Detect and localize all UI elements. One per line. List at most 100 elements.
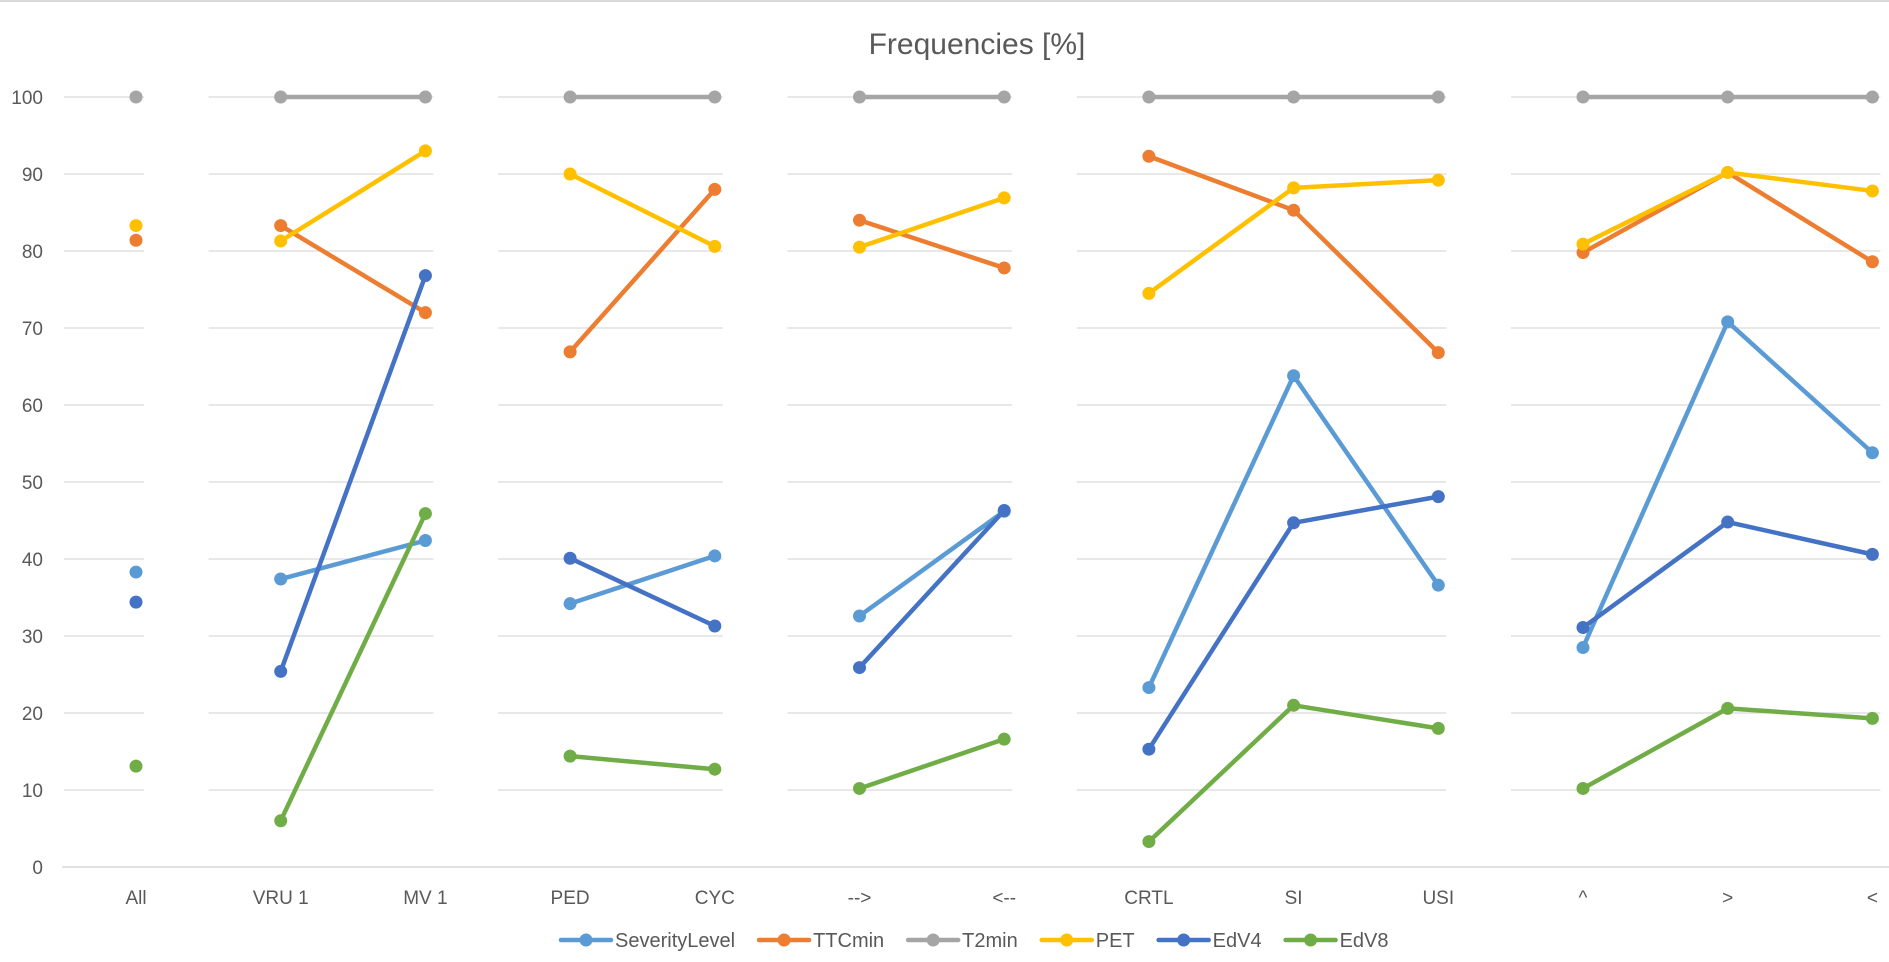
series-line-pet bbox=[1146, 177, 1441, 296]
series-line-severitylevel bbox=[857, 509, 1007, 619]
x-tick-label: SI bbox=[1285, 888, 1303, 909]
series-line-severitylevel bbox=[1580, 319, 1875, 650]
data-point-ttcmin bbox=[1865, 255, 1879, 269]
data-point-severitylevel bbox=[274, 572, 288, 586]
x-tick-label: USI bbox=[1422, 888, 1454, 909]
data-point-pet bbox=[708, 239, 722, 253]
data-point-t2min bbox=[1865, 90, 1879, 104]
series-pet bbox=[129, 144, 1879, 300]
data-point-pet bbox=[274, 234, 288, 248]
data-point-t2min bbox=[274, 90, 288, 104]
data-point-t2min bbox=[129, 90, 143, 104]
data-point-edv4 bbox=[1431, 490, 1445, 504]
data-point-severitylevel bbox=[418, 534, 432, 548]
axes: 0 10 20 30 40 50 60 70 80 90 100 All VRU 1 MV 1 PED CYC… bbox=[11, 88, 1889, 909]
data-point-ttcmin bbox=[274, 219, 288, 233]
y-tick-label: 30 bbox=[22, 627, 43, 648]
series-t2min bbox=[129, 90, 1879, 104]
data-point-edv8 bbox=[1287, 698, 1301, 712]
legend-label: EdV4 bbox=[1213, 930, 1262, 952]
series-line-edv8 bbox=[1146, 703, 1441, 844]
data-point-edv4 bbox=[853, 661, 866, 675]
legend-label: TTCmin bbox=[813, 930, 884, 952]
legend-label: EdV8 bbox=[1340, 930, 1389, 952]
data-point-severitylevel bbox=[1142, 681, 1156, 695]
series-line-edv8 bbox=[857, 736, 1007, 791]
data-point-severitylevel bbox=[1576, 641, 1590, 655]
legend-item-t2min: T2min bbox=[905, 930, 1018, 952]
chart-top-border bbox=[0, 0, 1889, 2]
legend-swatch-marker bbox=[1304, 933, 1318, 947]
series-edv4 bbox=[129, 269, 1879, 756]
series-line-pet bbox=[857, 195, 1007, 250]
legend-label: SeverityLevel bbox=[615, 930, 735, 952]
data-point-severitylevel bbox=[708, 549, 722, 563]
y-tick-label: 80 bbox=[22, 242, 43, 263]
data-point-ttcmin bbox=[1142, 149, 1156, 163]
data-point-pet bbox=[1865, 184, 1879, 198]
series-line-edv8 bbox=[567, 753, 718, 772]
y-tick-label: 90 bbox=[22, 165, 43, 186]
data-point-ttcmin bbox=[708, 182, 722, 196]
data-point-pet bbox=[563, 167, 577, 181]
data-point-pet bbox=[129, 219, 143, 233]
x-tick-label: < bbox=[1867, 888, 1878, 909]
y-tick-label: 50 bbox=[22, 473, 43, 494]
data-point-edv4 bbox=[418, 269, 432, 283]
data-point-pet bbox=[853, 240, 866, 254]
x-tick-label: > bbox=[1722, 888, 1733, 909]
data-point-t2min bbox=[708, 90, 722, 104]
data-point-ttcmin bbox=[997, 261, 1011, 275]
y-tick-label: 70 bbox=[22, 319, 43, 340]
y-tick-label: 40 bbox=[22, 550, 43, 571]
series-line-ttcmin bbox=[567, 187, 718, 355]
legend-swatch-marker bbox=[579, 933, 593, 947]
series-line-severitylevel bbox=[567, 553, 718, 606]
data-point-ttcmin bbox=[1287, 203, 1301, 217]
data-point-edv8 bbox=[129, 759, 143, 773]
y-tick-label: 60 bbox=[22, 396, 43, 417]
data-point-edv4 bbox=[997, 503, 1011, 517]
x-tick-label: ^ bbox=[1579, 888, 1588, 909]
legend-swatch-marker bbox=[777, 933, 791, 947]
legend-label: T2min bbox=[962, 930, 1018, 952]
legend-item-severitylevel: SeverityLevel bbox=[558, 930, 735, 952]
series-layer bbox=[129, 90, 1879, 849]
series-line-severitylevel bbox=[278, 538, 428, 582]
legend-label: PET bbox=[1096, 930, 1135, 952]
data-point-pet bbox=[1431, 173, 1445, 187]
gridlines bbox=[64, 96, 1881, 791]
data-point-pet bbox=[1721, 165, 1735, 179]
y-tick-label: 0 bbox=[32, 858, 43, 879]
series-ttcmin bbox=[129, 149, 1879, 360]
x-tick-label: CYC bbox=[695, 888, 735, 909]
data-point-severitylevel bbox=[1287, 369, 1301, 383]
x-tick-label: --> bbox=[848, 888, 872, 909]
data-point-edv8 bbox=[1431, 721, 1445, 735]
x-tick-label: VRU 1 bbox=[253, 888, 309, 909]
data-point-edv8 bbox=[418, 507, 432, 521]
legend-item-pet: PET bbox=[1039, 930, 1135, 952]
data-point-pet bbox=[1287, 181, 1301, 195]
data-point-t2min bbox=[563, 90, 577, 104]
data-point-severitylevel bbox=[1721, 315, 1735, 329]
data-point-severitylevel bbox=[129, 565, 143, 579]
data-point-pet bbox=[997, 191, 1011, 205]
series-line-edv8 bbox=[1580, 706, 1875, 791]
legend-swatch-marker bbox=[1177, 933, 1191, 947]
data-point-edv8 bbox=[853, 781, 866, 795]
data-point-edv4 bbox=[1865, 547, 1879, 561]
legend-item-edv8: EdV8 bbox=[1283, 930, 1389, 952]
chart-title: Frequencies [%] bbox=[869, 28, 1086, 61]
data-point-severitylevel bbox=[1431, 578, 1445, 592]
data-point-edv4 bbox=[563, 551, 577, 565]
data-point-severitylevel bbox=[563, 597, 577, 611]
data-point-t2min bbox=[1431, 90, 1445, 104]
data-point-edv8 bbox=[708, 762, 722, 776]
data-point-severitylevel bbox=[1865, 446, 1879, 460]
data-point-edv8 bbox=[563, 749, 577, 763]
data-point-ttcmin bbox=[129, 233, 143, 247]
data-point-t2min bbox=[1576, 90, 1590, 104]
series-line-pet bbox=[567, 171, 718, 249]
